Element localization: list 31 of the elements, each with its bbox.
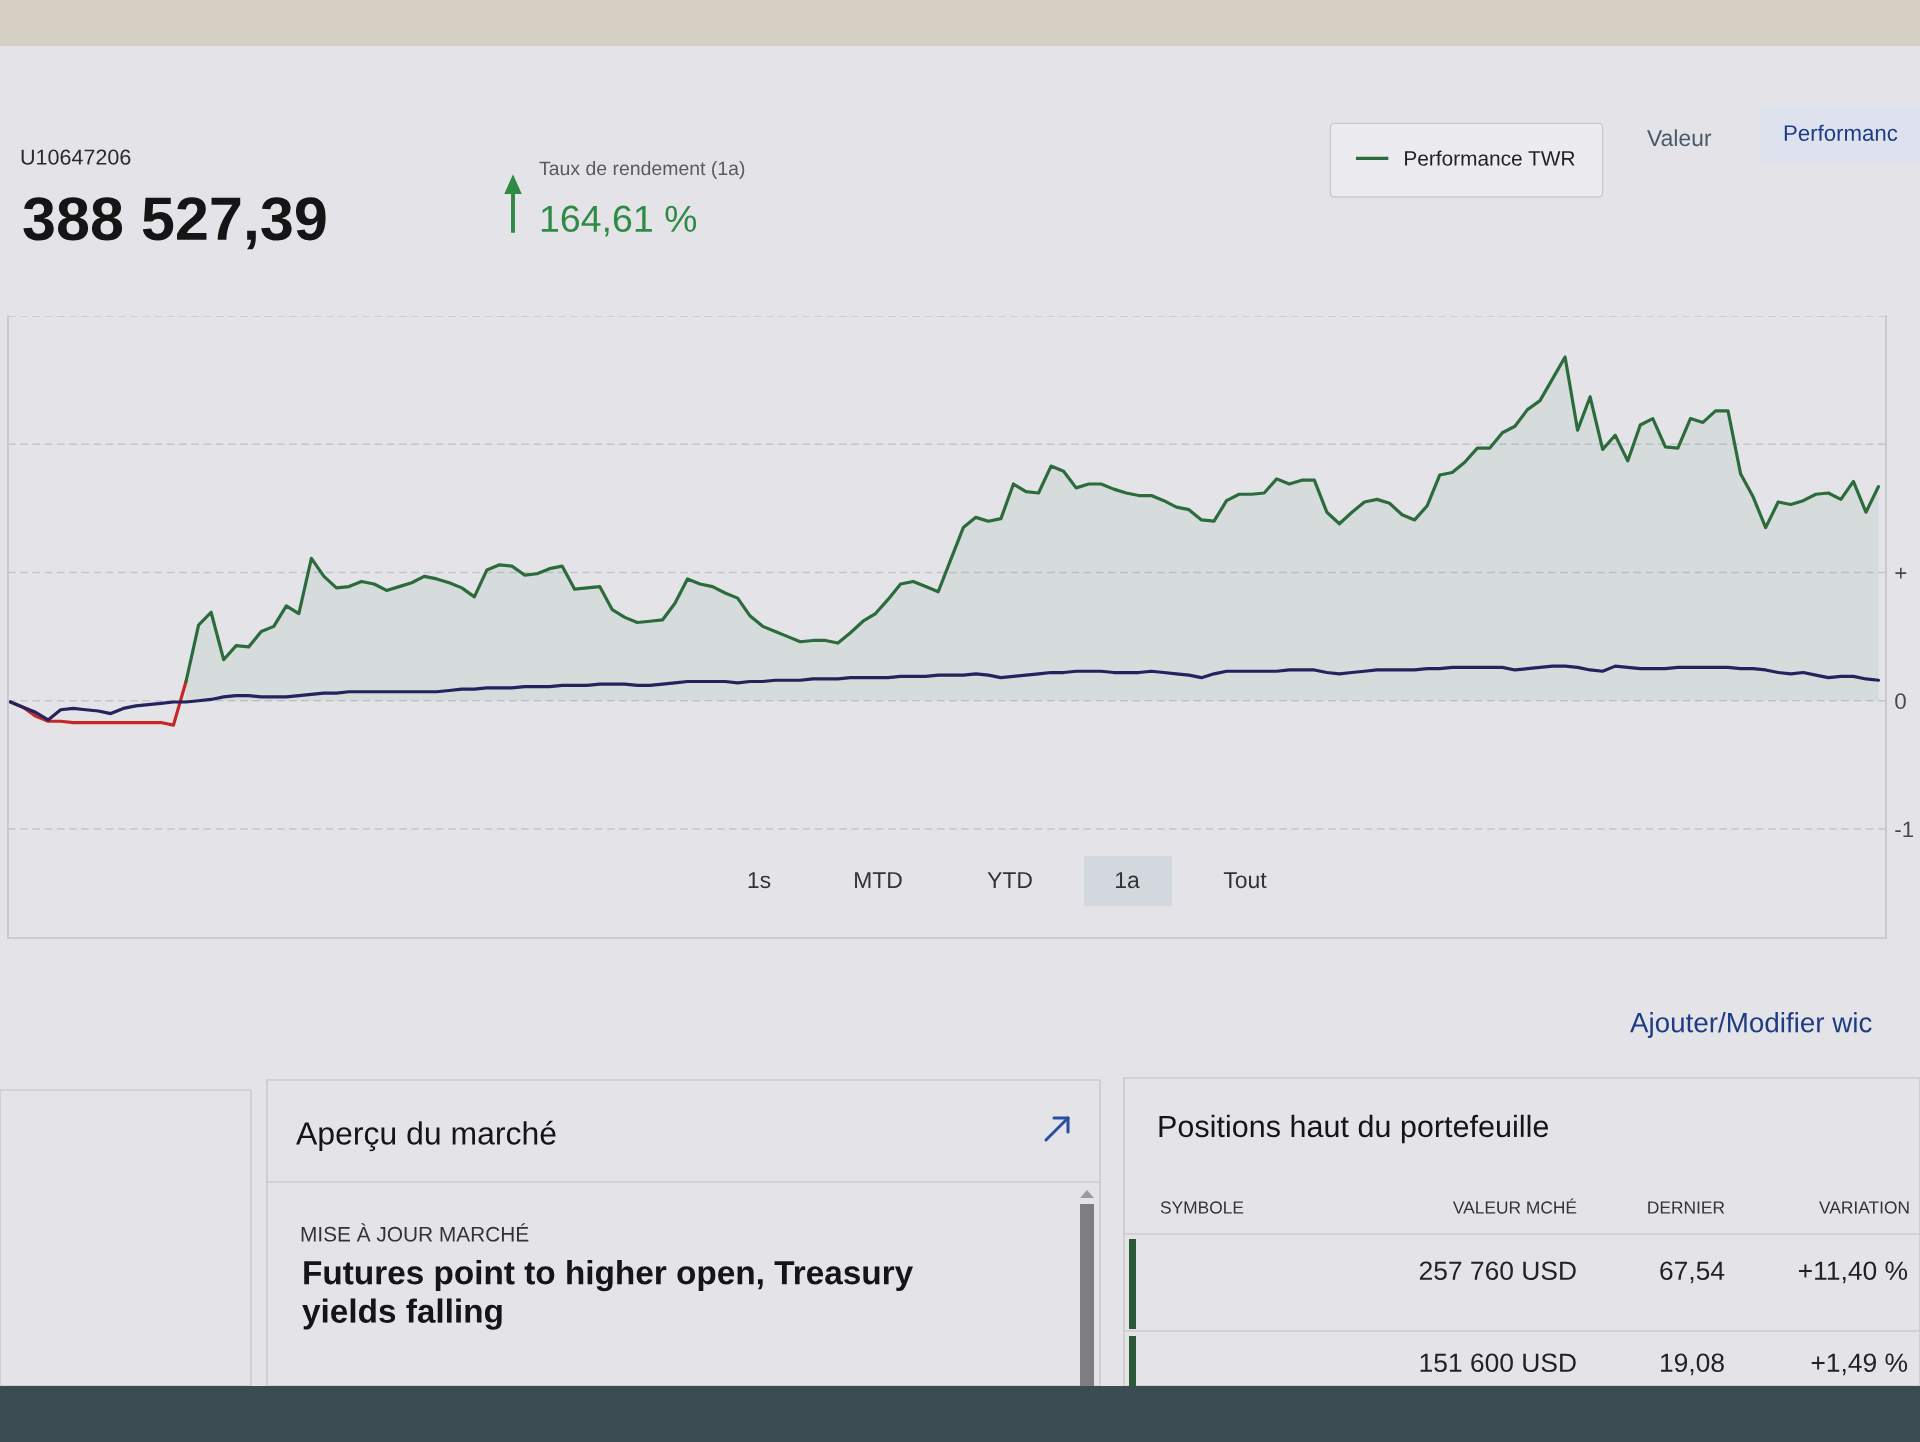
text: Performanc	[1784, 124, 1898, 141]
text: 164,61 %	[541, 205, 697, 237]
annotation: 1a	[1116, 872, 1140, 889]
annotation: Tout	[1223, 872, 1267, 889]
text: +11,40 %	[1799, 1261, 1908, 1284]
text: Valeur	[1647, 129, 1712, 147]
annotation: YTD	[987, 872, 1032, 888]
line-series	[8, 664, 1881, 722]
text: 151 600 USD	[1420, 1353, 1576, 1373]
text: 388 527,39	[23, 197, 326, 250]
text: Futures point to higher open, Treasury yields falling	[302, 1260, 913, 1330]
text: MISE À JOUR MARCHÉ	[301, 1223, 529, 1242]
y-tick-label: -1	[1895, 821, 1914, 838]
text: +1,49 %	[1811, 1353, 1908, 1376]
text: U10647206	[21, 149, 131, 165]
text: 19,08	[1660, 1353, 1724, 1376]
legend-label: Performance TWR	[1405, 150, 1575, 166]
text: 67,54	[1660, 1261, 1725, 1284]
text: DERNIER	[1648, 1201, 1725, 1214]
text: VARIATION	[1819, 1201, 1909, 1214]
text: VALEUR MCHÉ	[1452, 1198, 1577, 1214]
text: Taux de rendement (1a)	[539, 160, 745, 180]
text: Positions haut du portefeuille	[1159, 1114, 1549, 1144]
y-tick-label: +	[1895, 567, 1907, 579]
annotation: 1s	[748, 872, 771, 889]
text: 257 760 USD	[1419, 1261, 1576, 1281]
text: SYMBOLE	[1160, 1201, 1244, 1214]
text: Aperçu du marché	[296, 1120, 556, 1152]
annotation: MTD	[855, 872, 902, 888]
text: Ajouter/Modifier wic	[1630, 1012, 1872, 1038]
y-tick-label: 0	[1895, 693, 1906, 710]
